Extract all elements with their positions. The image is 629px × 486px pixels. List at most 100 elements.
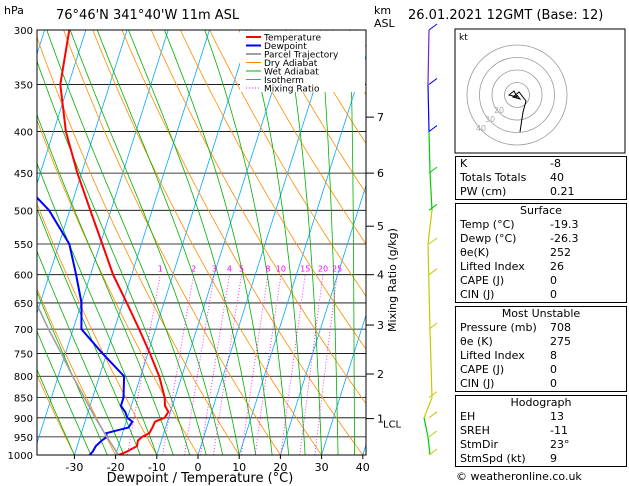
index-label: CAPE (J) — [460, 363, 505, 376]
datetime-title: 26.01.2021 12GMT (Base: 12) — [408, 8, 604, 23]
mixing-ratio-line — [127, 274, 161, 455]
index-value: 0.21 — [550, 185, 575, 198]
index-label: PW (cm) — [460, 185, 507, 198]
wet-adiabat — [96, 30, 240, 455]
wind-barb — [428, 448, 438, 456]
index-row: CAPE (J) 0 — [456, 274, 626, 288]
x-tick-label: 40 — [356, 461, 370, 474]
dry-adiabat — [37, 202, 158, 455]
legend-label: Parcel Trajectory — [264, 51, 339, 61]
pressure-tick-label: 650 — [14, 299, 33, 310]
wind-barb — [428, 166, 438, 174]
index-value: 9 — [550, 452, 557, 465]
x-axis-label: Dewpoint / Temperature (°C) — [107, 471, 294, 486]
index-label: K — [460, 157, 468, 170]
mixing-ratio-line — [254, 274, 282, 455]
hodograph-frame — [454, 28, 626, 154]
index-row: CIN (J) 0 — [456, 288, 626, 302]
temperature-profile — [59, 30, 170, 455]
mixing-ratio-label: 20 — [318, 265, 328, 274]
isotherm-line — [37, 30, 128, 315]
index-value: -19.3 — [550, 218, 579, 231]
wet-adiabat — [69, 30, 224, 455]
legend-label: Dewpoint — [264, 42, 307, 52]
wet-adiabat — [37, 113, 174, 455]
pressure-tick-label: 350 — [14, 80, 33, 91]
mixing-ratio-label: 1 — [158, 265, 163, 274]
index-value: 252 — [550, 246, 571, 259]
wind-profile-segment — [427, 210, 433, 245]
index-value: 0 — [550, 274, 557, 287]
hodograph-ring-label: 20 — [494, 106, 504, 115]
wind-barb — [428, 78, 438, 85]
mixing-ratio-line — [200, 274, 230, 455]
pressure-tick-label: 600 — [14, 271, 33, 282]
hodograph-box: Hodograph EH 13 SREH -11 StmDir 23° StmSpd (kt)… — [455, 395, 627, 467]
km-tick-label: 1 — [377, 413, 384, 426]
index-row: StmDir 23° — [456, 438, 626, 452]
isotherm-line — [37, 30, 169, 445]
wet-adiabat — [319, 30, 339, 455]
index-label: EH — [460, 410, 476, 423]
wet-adiabat — [46, 30, 207, 455]
wind-barb — [428, 430, 438, 438]
dry-adiabat — [37, 374, 75, 455]
index-label: CAPE (J) — [460, 274, 505, 287]
index-value: -26.3 — [550, 232, 579, 245]
mixing-ratio-line — [184, 274, 215, 455]
dry-adiabat — [63, 30, 281, 455]
wind-barb — [428, 203, 438, 211]
x-tick-label: -30 — [65, 461, 83, 474]
wet-adiabat — [37, 330, 92, 455]
isotherm-line — [0, 30, 3, 455]
hodograph-ring-label: 40 — [476, 124, 486, 133]
wind-profile-segment — [429, 329, 433, 398]
wind-profile-segment — [427, 84, 430, 132]
index-row: SREH -11 — [456, 424, 626, 438]
pressure-tick-label: 400 — [14, 128, 33, 139]
index-label: SREH — [460, 424, 490, 437]
index-label: Dewp (°C) — [460, 232, 517, 245]
legend-label: Mixing Ratio — [264, 85, 320, 95]
wind-barb — [428, 268, 438, 276]
hodograph-storm-marker — [507, 90, 518, 98]
index-label: Temp (°C) — [460, 218, 515, 231]
mixing-ratio-line — [299, 274, 324, 455]
copyright: © weatheronline.co.uk — [456, 470, 582, 483]
mixing-ratio-label: 8 — [265, 265, 270, 274]
wet-adiabat — [285, 30, 322, 455]
index-row: Lifted Index 26 — [456, 260, 626, 274]
pressure-tick-label: 900 — [14, 414, 33, 425]
wet-adiabat — [246, 30, 306, 455]
wind-barb — [428, 391, 438, 399]
index-label: Totals Totals — [460, 171, 527, 184]
x-tick-label: 20 — [273, 461, 287, 474]
index-row: θe (K) 275 — [456, 335, 626, 349]
index-value: 0 — [550, 377, 557, 390]
dry-adiabat — [37, 119, 199, 455]
index-row: CAPE (J) 0 — [456, 363, 626, 377]
index-value: -11 — [550, 424, 568, 437]
legend-label: Isotherm — [264, 76, 304, 86]
index-value: 26 — [550, 260, 564, 273]
wind-barb — [428, 237, 438, 245]
x-tick-label: 30 — [315, 461, 329, 474]
pressure-tick-label: 850 — [14, 394, 33, 405]
index-value: -8 — [550, 157, 561, 170]
pressure-tick-label: 550 — [14, 240, 33, 251]
index-label: Lifted Index — [460, 349, 525, 362]
isotherm-line — [156, 30, 293, 455]
index-row: Pressure (mb) 708 — [456, 321, 626, 335]
km-tick-label: 6 — [377, 167, 384, 180]
wet-adiabat — [349, 30, 355, 455]
indices-box: K -8 Totals Totals 40 PW (cm) 0.21 — [455, 156, 627, 200]
pressure-tick-label: 450 — [14, 169, 33, 180]
hodograph-trace — [511, 91, 527, 133]
index-value: 8 — [550, 349, 557, 362]
isotherm-line — [115, 30, 251, 455]
hodograph-ring — [479, 57, 555, 133]
wind-barb — [428, 411, 438, 419]
